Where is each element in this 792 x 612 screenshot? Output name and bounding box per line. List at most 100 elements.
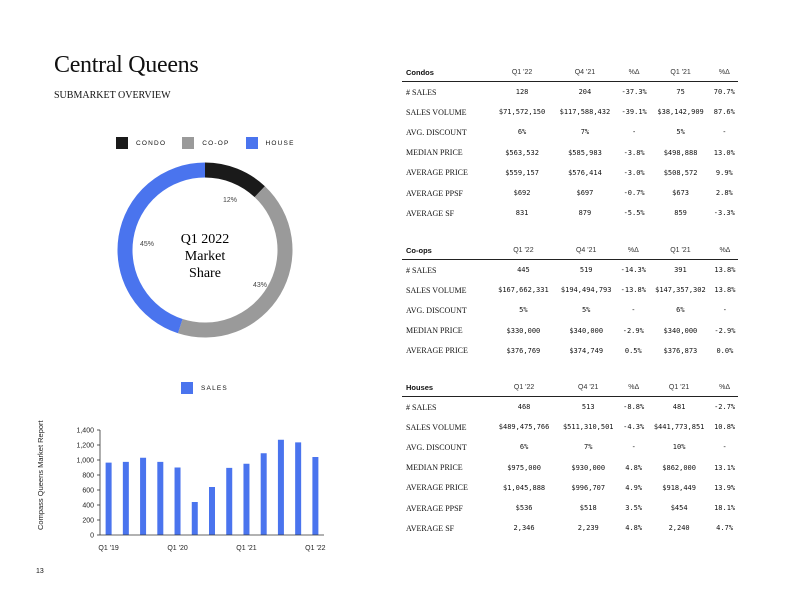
table-cell: 6% (676, 306, 685, 315)
table-row: AVERAGE PPSF $536 $518 3.5% $454 18.1% (402, 498, 738, 518)
table-cell: 2.8% (715, 189, 733, 198)
sales-bar (243, 463, 250, 535)
table-row: AVERAGE PRICE $559,157 $576,414 -3.0% $508,5… (402, 163, 738, 183)
x-tick-label: Q1 '22 (305, 545, 326, 552)
y-tick-label: 600 (82, 488, 94, 495)
row-label: AVERAGE SF (406, 523, 455, 533)
table-cell: -5.5% (623, 209, 645, 218)
sales-bar (260, 453, 267, 535)
y-tick-label: 400 (82, 503, 94, 510)
table-cell: 13.9% (714, 483, 736, 492)
table-cell: 468 (517, 403, 531, 412)
legend-item-coop: CO-OP (182, 137, 229, 149)
table-cell: $673 (672, 189, 689, 198)
table-cell: 391 (674, 266, 687, 275)
table-header-row: Condos Q1 '22 Q4 '21 %Δ Q1 '21 %Δ (402, 63, 738, 82)
table-cell: $996,707 (571, 483, 606, 492)
houses-table: Houses Q1 '22 Q4 '21 %Δ Q1 '21 %Δ # SALE… (402, 378, 738, 538)
col-header: Q1 '22 (492, 241, 555, 260)
x-tick-label: Q1 '21 (236, 545, 257, 552)
table-cell: 7% (580, 128, 590, 137)
row-label: AVERAGE PRICE (406, 168, 468, 178)
table-cell: 481 (672, 403, 686, 412)
row-label: # SALES (406, 402, 437, 412)
table-cell: 5% (581, 306, 591, 315)
col-header: Q4 '21 (556, 378, 621, 397)
table-cell: $563,532 (505, 148, 539, 157)
table-cell: $511,310,501 (562, 423, 614, 432)
y-tick-label: 1,200 (76, 443, 94, 450)
row-label: AVERAGE PRICE (406, 346, 468, 356)
row-label: AVG. DISCOUNT (406, 127, 467, 137)
table-cell: 10.8% (714, 423, 736, 432)
table-cell: - (631, 443, 636, 452)
col-header: %Δ (711, 241, 738, 260)
report-vertical-label: Compass Queens Market Report (36, 420, 45, 530)
row-label: AVG. DISCOUNT (406, 305, 467, 315)
table-cell: 2,346 (513, 524, 535, 533)
row-label: MEDIAN PRICE (406, 463, 463, 473)
house-swatch (245, 137, 258, 149)
table-cell: $194,494,793 (560, 286, 612, 295)
donut-legend: CONDO CO-OP HOUSE (116, 137, 303, 149)
table-cell: -39.1% (621, 108, 647, 117)
sales-bar-chart: 0 200 400 600 800 1,000 1,200 1,400 Q1 '19 Q1 '2… (76, 428, 326, 553)
table-cell: $340,000 (663, 326, 698, 335)
col-header: Q1 '21 (650, 63, 711, 82)
col-header: %Δ (711, 378, 738, 397)
table-cell: -2.9% (622, 326, 644, 335)
table-row: AVERAGE PRICE $1,045,888 $996,707 4.9% $918,… (402, 478, 738, 498)
row-label: SALES VOLUME (406, 285, 467, 295)
sales-bar (277, 439, 284, 535)
table-cell: 519 (579, 266, 593, 275)
sales-swatch (181, 382, 193, 394)
legend-label-coop: CO-OP (202, 139, 230, 147)
table-cell: 6% (519, 443, 529, 452)
table-cell: -2.9% (714, 326, 736, 335)
table-cell: 7% (584, 443, 593, 452)
table-cell: $1,045,888 (503, 483, 546, 492)
table-cell: -3.3% (713, 209, 735, 218)
donut-center-line-3: Share (189, 266, 221, 281)
table-row: MEDIAN PRICE $330,000 $340,000 -2.9% $340,00… (402, 321, 738, 341)
table-cell: $518 (579, 504, 597, 513)
sales-bar (312, 457, 319, 535)
table-cell: 2,239 (577, 524, 599, 533)
table-cell: 4.8% (625, 524, 643, 533)
donut-center-line-1: Q1 2022 (181, 232, 230, 247)
table-cell: $376,769 (506, 346, 541, 355)
market-share-donut: Q1 2022 Market Share 12% 43% 45% (117, 162, 293, 338)
table-cell: 10% (672, 443, 686, 452)
legend-label-condo: CONDO (136, 139, 167, 147)
donut-slice-condo (204, 162, 265, 198)
legend-item-condo: CONDO (116, 137, 166, 149)
table-category: Co-ops (402, 241, 492, 260)
row-label: SALES VOLUME (406, 422, 467, 432)
table-cell: -37.3% (621, 88, 647, 97)
table-row: SALES VOLUME $167,662,331 $194,494,793 -13.… (402, 280, 738, 300)
row-label: MEDIAN PRICE (406, 148, 463, 158)
table-cell: 4.9% (625, 483, 643, 492)
table-cell: $454 (670, 504, 688, 513)
x-tick-label: Q1 '20 (167, 545, 188, 552)
table-row: AVERAGE SF 2,346 2,239 4.8% 2,240 4.7% (402, 518, 738, 538)
table-header-row: Co-ops Q1 '22 Q4 '21 %Δ Q1 '21 %Δ (402, 241, 738, 260)
table-cell: $498,888 (663, 148, 698, 157)
table-cell: $38,142,909 (657, 108, 704, 117)
sales-bar (122, 461, 129, 535)
table-cell: $576,414 (568, 168, 602, 177)
table-row: AVERAGE SF 831 879 -5.5% 859 -3.3% (402, 203, 738, 223)
table-cell: 879 (578, 209, 592, 218)
table-cell: 5% (676, 128, 685, 137)
donut-slice-coop (177, 186, 293, 338)
table-cell: -0.7% (623, 189, 645, 198)
col-header: Q1 '21 (649, 241, 712, 260)
table-cell: 128 (515, 88, 529, 97)
table-cell: -13.8% (620, 286, 646, 295)
table-cell: $147,357,302 (655, 286, 706, 295)
table-cell: 0.0% (716, 346, 734, 355)
sales-bar (157, 461, 164, 535)
page-subtitle: SUBMARKET OVERVIEW (54, 90, 171, 101)
table-cell: $862,000 (662, 463, 696, 472)
table-row: # SALES 468 513 -8.8% 481 -2.7% (402, 397, 738, 418)
